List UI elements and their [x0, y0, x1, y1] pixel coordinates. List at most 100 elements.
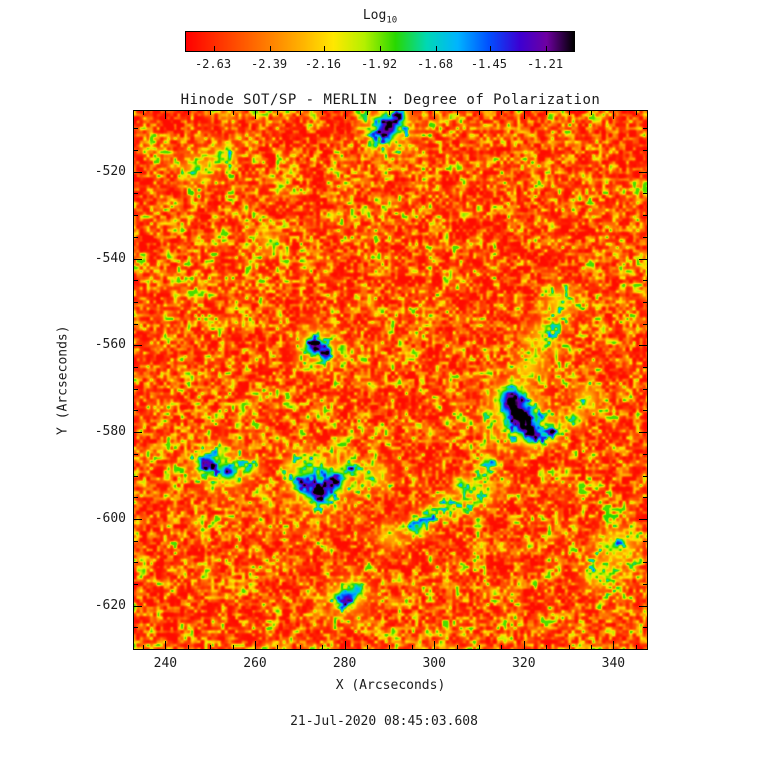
axis-tick — [643, 193, 647, 195]
axis-tick — [639, 518, 647, 520]
axis-tick — [523, 641, 525, 649]
axis-tick — [134, 540, 138, 542]
axis-tick — [643, 562, 647, 564]
axis-tick — [367, 111, 368, 115]
axis-tick — [255, 111, 256, 119]
y-axis-label: Y (Arcseconds) — [55, 325, 71, 435]
axis-tick — [134, 215, 138, 217]
x-axis-label: X (Arcseconds) — [335, 678, 446, 693]
colorbar-title-subscript: 10 — [386, 15, 398, 26]
colorbar-tick-label: -2.63 — [194, 57, 232, 71]
colorbar-tick — [489, 46, 491, 51]
axis-tick — [134, 518, 142, 520]
axis-tick — [232, 111, 234, 115]
axis-tick — [143, 645, 144, 649]
x-tick-label: 340 — [601, 656, 626, 671]
plot-area — [133, 110, 648, 650]
axis-tick — [546, 645, 548, 649]
x-tick-label: 280 — [332, 656, 357, 671]
axis-tick — [501, 645, 503, 649]
axis-tick — [210, 645, 212, 649]
axis-tick — [639, 432, 647, 434]
axis-tick — [643, 367, 647, 368]
axis-tick — [134, 258, 142, 260]
axis-tick — [643, 388, 647, 390]
axis-tick — [456, 111, 458, 115]
colorbar-tick-label: -2.16 — [304, 57, 341, 71]
colorbar-tick — [214, 46, 215, 51]
axis-tick — [643, 280, 647, 282]
axis-tick — [643, 410, 647, 412]
axis-tick — [134, 367, 138, 368]
axis-tick — [643, 323, 647, 325]
colorbar-title: Log10 — [185, 8, 575, 26]
axis-tick — [134, 323, 138, 325]
axis-tick — [643, 583, 647, 585]
axis-tick — [643, 128, 647, 130]
y-tick-label: -560 — [94, 337, 126, 353]
axis-tick — [501, 111, 503, 115]
colorbar-tick — [436, 46, 438, 51]
axis-tick — [643, 649, 647, 650]
y-tick-label: -600 — [94, 510, 126, 526]
axis-tick — [134, 410, 138, 412]
axis-tick — [643, 627, 647, 629]
axis-tick — [591, 645, 592, 649]
colorbar-tick — [270, 46, 272, 51]
axis-tick — [165, 111, 167, 119]
axis-tick — [479, 645, 480, 649]
axis-tick — [134, 128, 138, 130]
colorbar-tick — [380, 46, 381, 51]
axis-tick — [277, 645, 279, 649]
axis-tick — [134, 649, 138, 650]
axis-tick — [277, 111, 279, 115]
y-tick-label: -520 — [94, 163, 126, 179]
axis-tick — [134, 388, 138, 390]
timestamp-caption: 21-Jul-2020 08:45:03.608 — [290, 714, 478, 729]
axis-tick — [613, 641, 615, 649]
axis-tick — [134, 280, 138, 282]
y-tick-label: -580 — [94, 424, 126, 440]
axis-tick — [389, 111, 391, 115]
axis-tick — [568, 111, 570, 115]
axis-tick — [134, 453, 138, 455]
axis-tick — [367, 645, 368, 649]
axis-tick — [546, 111, 548, 115]
axis-tick — [134, 562, 138, 564]
colorbar-tick — [546, 46, 547, 51]
axis-tick — [134, 236, 138, 238]
axis-tick — [344, 111, 346, 119]
axis-tick — [479, 111, 480, 115]
axis-tick — [639, 258, 647, 260]
axis-tick — [411, 111, 413, 115]
axis-tick — [389, 645, 391, 649]
axis-tick — [591, 111, 592, 115]
axis-tick — [187, 645, 189, 649]
x-tick-label: 240 — [153, 656, 178, 671]
axis-tick — [134, 150, 138, 151]
colorbar-gradient — [185, 31, 575, 52]
axis-tick — [643, 453, 647, 455]
axis-tick — [613, 111, 615, 119]
axis-tick — [134, 627, 138, 629]
colorbar-title-text: Log — [362, 8, 387, 23]
colorbar-tick-label: -2.39 — [251, 57, 288, 71]
axis-tick — [639, 171, 647, 173]
axis-tick — [639, 605, 647, 607]
axis-tick — [456, 645, 458, 649]
axis-tick — [434, 111, 436, 119]
axis-tick — [523, 111, 525, 119]
axis-tick — [322, 645, 324, 649]
y-tick-label: -620 — [94, 597, 126, 613]
axis-tick — [643, 236, 647, 238]
axis-tick — [134, 475, 138, 477]
axis-tick — [643, 150, 647, 151]
axis-tick — [143, 111, 144, 115]
axis-tick — [187, 111, 189, 115]
axis-tick — [134, 432, 142, 434]
axis-tick — [344, 641, 346, 649]
axis-tick — [635, 111, 637, 115]
axis-tick — [643, 301, 647, 303]
heatmap-canvas — [134, 111, 647, 649]
